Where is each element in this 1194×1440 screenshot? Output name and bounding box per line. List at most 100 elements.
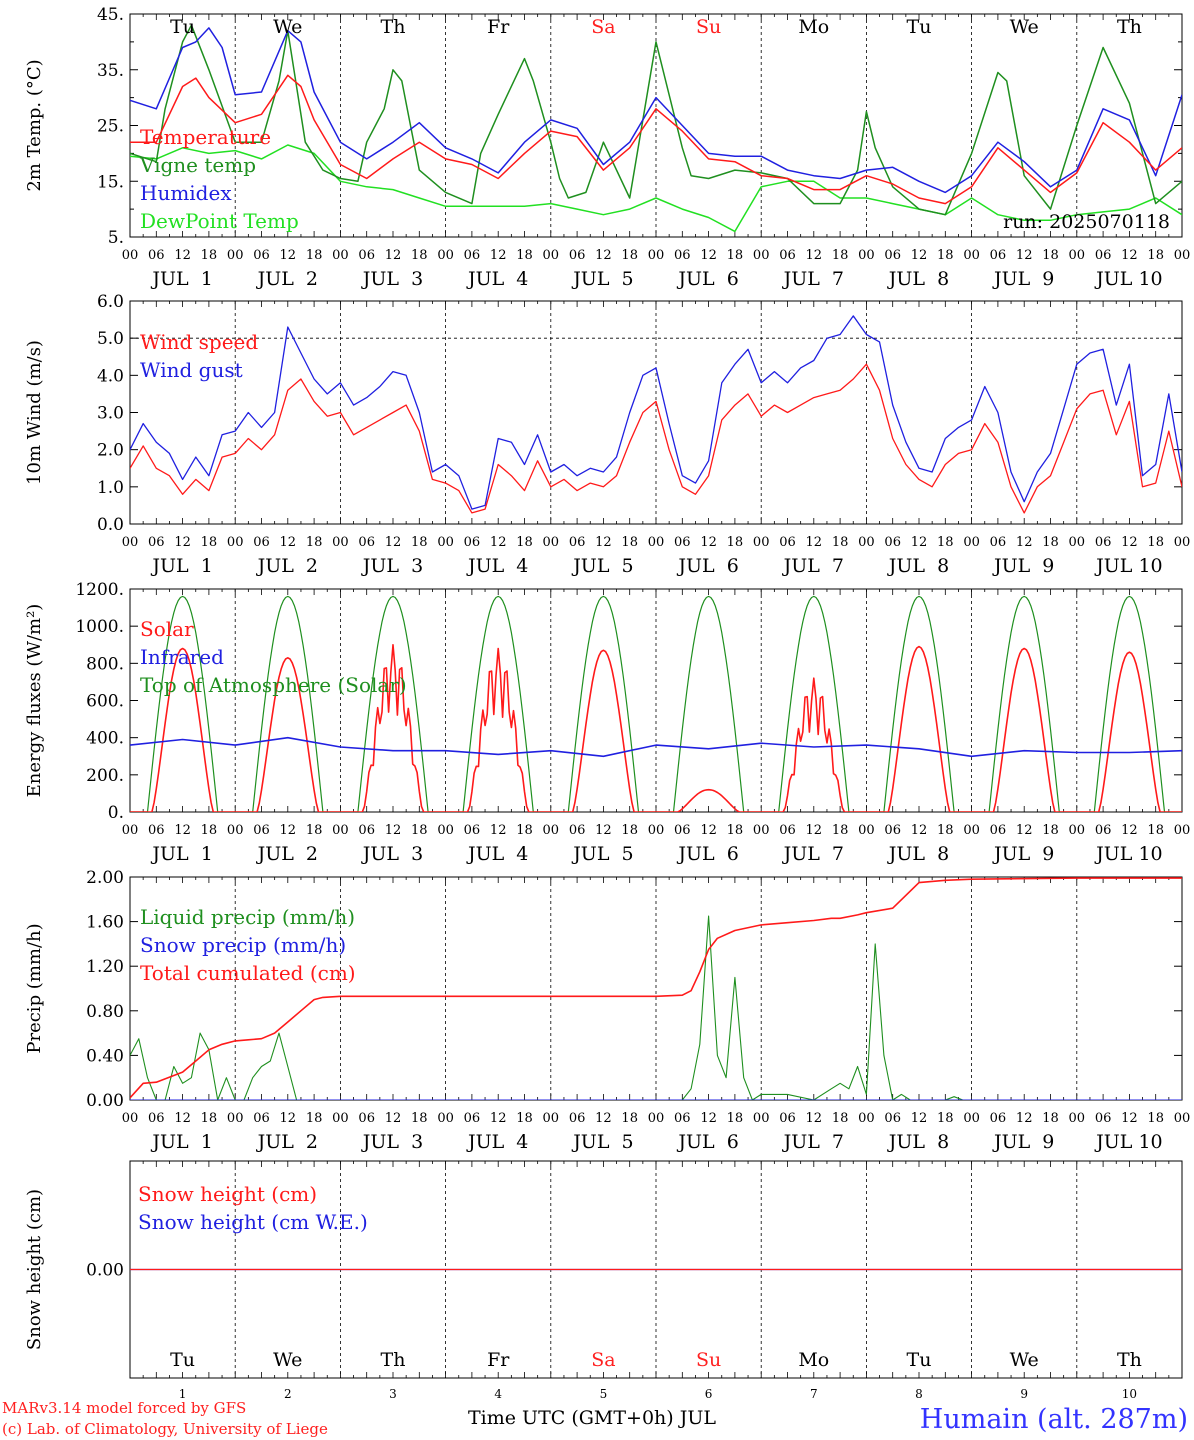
x-hour-label: 00 bbox=[753, 248, 770, 263]
x-hour-label: 18 bbox=[411, 823, 428, 838]
x-hour-label: 18 bbox=[411, 248, 428, 263]
x-hour-label: 06 bbox=[358, 535, 375, 550]
x-hour-label: 18 bbox=[1147, 1111, 1164, 1126]
credit-line-1: MARv3.14 model forced by GFS bbox=[2, 1399, 246, 1417]
day-name-label: We bbox=[273, 1349, 302, 1371]
x-hour-label: 00 bbox=[543, 248, 560, 263]
x-hour-label: 00 bbox=[1069, 248, 1086, 263]
day-number-label: 2 bbox=[284, 1387, 292, 1401]
plot-frame bbox=[129, 13, 1183, 238]
x-hour-label: 06 bbox=[464, 535, 481, 550]
x-hour-label: 00 bbox=[543, 535, 560, 550]
x-date-label: JUL 1 bbox=[150, 555, 212, 577]
x-hour-label: 18 bbox=[937, 248, 954, 263]
x-hour-label: 18 bbox=[306, 248, 323, 263]
x-hour-label: 06 bbox=[884, 535, 901, 550]
x-hour-label: 06 bbox=[148, 1111, 165, 1126]
panel-3: 1200. 1000. 800. 600. 400. 200. 0. Energy fluxe… bbox=[24, 580, 1190, 865]
x-hour-label: 12 bbox=[1121, 1111, 1138, 1126]
series-line-1 bbox=[130, 315, 1182, 510]
day-name-label: Tu bbox=[170, 16, 195, 38]
x-date-label: JUL 3 bbox=[361, 268, 423, 290]
x-date-label: JUL 3 bbox=[361, 1131, 423, 1153]
x-hour-label: 00 bbox=[963, 535, 980, 550]
x-date-label: JUL 8 bbox=[887, 843, 949, 865]
x-hour-label: 00 bbox=[1069, 535, 1086, 550]
x-hour-label: 12 bbox=[280, 535, 297, 550]
x-hour-label: 12 bbox=[1121, 823, 1138, 838]
x-hour-label: 00 bbox=[648, 823, 665, 838]
x-hour-label: 18 bbox=[516, 1111, 533, 1126]
x-hour-label: 18 bbox=[937, 823, 954, 838]
x-hour-label: 18 bbox=[1042, 823, 1059, 838]
x-hour-label: 12 bbox=[700, 823, 717, 838]
x-hour-label: 18 bbox=[306, 535, 323, 550]
x-hour-label: 12 bbox=[1121, 535, 1138, 550]
x-hour-label: 18 bbox=[621, 248, 638, 263]
day-number-label: 3 bbox=[389, 1387, 397, 1401]
x-date-label: JUL 4 bbox=[466, 268, 528, 290]
y-tick-label: 400. bbox=[86, 729, 124, 749]
x-hour-label: 12 bbox=[1121, 248, 1138, 263]
x-hour-label: 12 bbox=[700, 1111, 717, 1126]
x-hour-label: 12 bbox=[595, 248, 612, 263]
legend-entry: Snow height (cm) bbox=[138, 1182, 317, 1206]
x-hour-label: 18 bbox=[1147, 248, 1164, 263]
day-number-label: 5 bbox=[600, 1387, 608, 1401]
x-hour-label: 06 bbox=[358, 1111, 375, 1126]
series-line-1 bbox=[130, 736, 1182, 758]
x-hour-label: 12 bbox=[595, 1111, 612, 1126]
day-number-label: 8 bbox=[915, 1387, 923, 1401]
day-name-label: Th bbox=[1117, 16, 1142, 38]
y-tick-label: 4.0 bbox=[97, 366, 124, 386]
legend-entry: Snow precip (mm/h) bbox=[140, 933, 346, 957]
x-hour-label: 12 bbox=[911, 248, 928, 263]
x-date-label: JUL 8 bbox=[887, 268, 949, 290]
x-hour-label: 00 bbox=[963, 248, 980, 263]
legend-entry: Total cumulated (cm) bbox=[140, 961, 356, 985]
y-tick-label: 0.40 bbox=[86, 1046, 124, 1066]
x-date-label: JUL 8 bbox=[887, 555, 949, 577]
x-hour-label: 18 bbox=[1147, 823, 1164, 838]
x-hour-label: 06 bbox=[990, 823, 1007, 838]
x-hour-label: 18 bbox=[832, 1111, 849, 1126]
x-hour-label: 00 bbox=[963, 1111, 980, 1126]
x-hour-label: 06 bbox=[779, 248, 796, 263]
x-hour-label: 18 bbox=[1042, 248, 1059, 263]
x-hour-label: 06 bbox=[990, 248, 1007, 263]
x-hour-label: 18 bbox=[621, 1111, 638, 1126]
x-hour-label: 18 bbox=[727, 535, 744, 550]
series-line-2 bbox=[130, 27, 1182, 194]
x-hour-label: 00 bbox=[1174, 823, 1191, 838]
x-date-label: JUL 9 bbox=[992, 1131, 1054, 1153]
x-hour-label: 06 bbox=[674, 248, 691, 263]
x-date-label: JUL 2 bbox=[256, 555, 318, 577]
x-date-label: JUL 1 bbox=[150, 843, 212, 865]
y-tick-label: 6.0 bbox=[97, 292, 124, 312]
x-hour-label: 06 bbox=[990, 1111, 1007, 1126]
x-hour-label: 12 bbox=[490, 823, 507, 838]
x-hour-label: 06 bbox=[464, 1111, 481, 1126]
x-hour-label: 18 bbox=[411, 1111, 428, 1126]
plot-frame bbox=[129, 588, 1183, 813]
day-number-label: 1 bbox=[179, 1387, 187, 1401]
x-hour-label: 18 bbox=[621, 823, 638, 838]
series-line-2 bbox=[130, 595, 1182, 812]
x-hour-label: 00 bbox=[858, 248, 875, 263]
x-date-label: JUL 1 bbox=[150, 1131, 212, 1153]
x-hour-label: 18 bbox=[727, 823, 744, 838]
series-line-2 bbox=[130, 877, 1182, 1099]
x-hour-label: 12 bbox=[595, 535, 612, 550]
day-name-label: Th bbox=[1117, 1349, 1142, 1371]
x-date-label: JUL 2 bbox=[256, 268, 318, 290]
y-tick-label: 600. bbox=[86, 692, 124, 712]
day-name-label: Mo bbox=[798, 1349, 829, 1371]
x-hour-label: 00 bbox=[122, 535, 139, 550]
y-tick-label: 0.00 bbox=[86, 1261, 124, 1281]
x-hour-label: 12 bbox=[174, 1111, 191, 1126]
legend-entry: DewPoint Temp bbox=[140, 209, 299, 233]
x-hour-label: 18 bbox=[1042, 535, 1059, 550]
x-hour-label: 18 bbox=[201, 823, 218, 838]
x-hour-label: 18 bbox=[516, 823, 533, 838]
